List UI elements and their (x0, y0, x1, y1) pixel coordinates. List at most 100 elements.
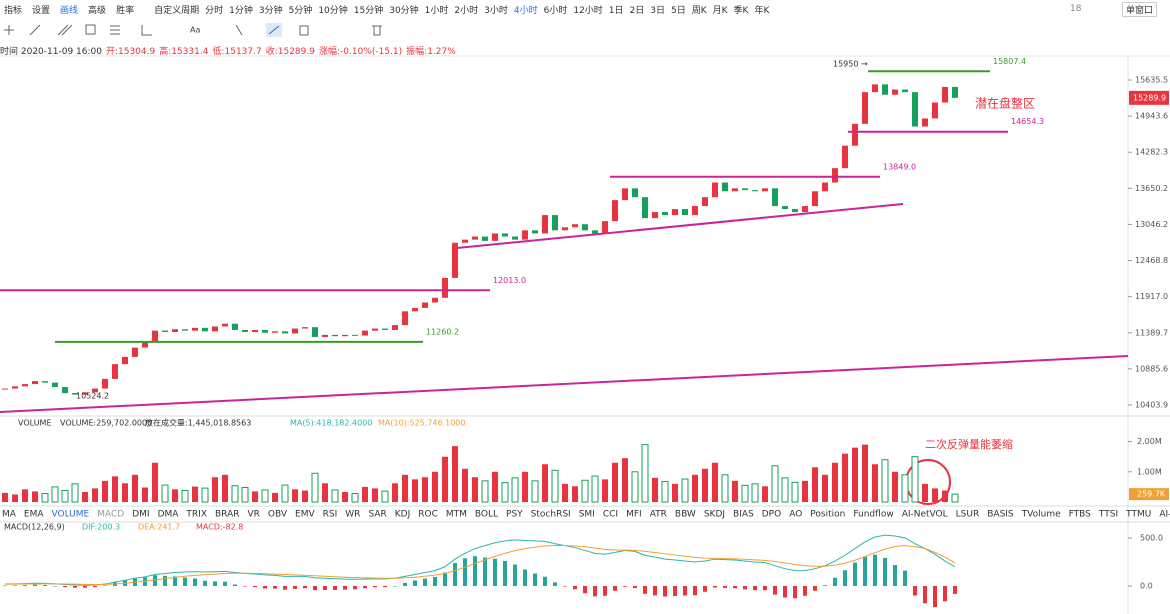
volume-bar (812, 467, 818, 502)
indicator-tab[interactable]: AO (789, 510, 802, 520)
volume-bar (22, 489, 28, 502)
indicator-tab[interactable]: DPO (762, 510, 781, 520)
price-tag: 15289.9 (1133, 93, 1166, 102)
indicator-tab[interactable]: TRIX (185, 510, 207, 520)
indicator-tab[interactable]: KDJ (395, 510, 411, 520)
candle (632, 188, 638, 198)
indicator-tab[interactable]: FTBS (1069, 510, 1092, 520)
window-mode[interactable]: 单窗口 (1122, 1, 1158, 17)
indicator-tab[interactable]: VOLUME (52, 510, 90, 520)
indicator-tab[interactable]: DMA (158, 510, 180, 520)
volume-bar (442, 456, 448, 502)
tool-button[interactable]: 设置 (32, 5, 51, 16)
macd-bar (793, 585, 797, 599)
period-button[interactable]: 5日 (671, 5, 686, 16)
indicator-tab[interactable]: BBW (675, 510, 696, 520)
period-button[interactable]: 1分钟 (229, 5, 253, 16)
indicator-tab[interactable]: BIAS (733, 510, 754, 520)
candle (862, 92, 868, 124)
indicator-tab[interactable]: MTM (446, 510, 467, 520)
macd-bar (73, 585, 77, 588)
indicator-tab[interactable]: LSUR (956, 510, 980, 520)
period-button[interactable]: 5分钟 (288, 5, 313, 16)
y-tick-label: 10885.6 (1135, 364, 1168, 373)
volume-bar (241, 487, 249, 503)
indicator-tab[interactable]: ROC (418, 510, 438, 520)
candle (572, 224, 578, 228)
indicator-tab[interactable]: EMV (295, 510, 315, 520)
indicator-tab[interactable]: RSI (323, 510, 338, 520)
tool-button[interactable]: 画线 (60, 5, 79, 16)
period-button[interactable]: 季K (733, 5, 749, 16)
candle (262, 329, 268, 333)
candle (742, 188, 748, 191)
volume-bar (481, 480, 489, 503)
indicator-tab[interactable]: WR (345, 510, 360, 520)
indicator-tab[interactable]: TTMU (1125, 510, 1151, 520)
period-button[interactable]: 年K (754, 5, 770, 16)
custom-period[interactable]: 自定义周期 (154, 5, 200, 16)
period-button[interactable]: 周K (691, 5, 707, 16)
indicator-tab[interactable]: Position (810, 510, 845, 520)
period-button[interactable]: 2日 (629, 5, 645, 16)
indicator-tab[interactable]: VR (247, 510, 259, 520)
info-field: 低:15137.7 (212, 47, 262, 57)
volume-bar (462, 468, 468, 502)
period-button[interactable]: 3分钟 (258, 5, 283, 16)
indicator-tab[interactable]: EMA (24, 510, 44, 520)
volume-bar (531, 480, 539, 503)
macd-bar (293, 585, 297, 589)
tool-button[interactable]: 高级 (88, 5, 107, 16)
candle (392, 325, 398, 330)
volume-bar (791, 481, 799, 503)
indicator-tab[interactable]: PSY (506, 510, 523, 520)
volume-bar (252, 491, 258, 502)
period-button[interactable]: 30分钟 (389, 5, 419, 16)
tool-button[interactable]: 胜率 (116, 5, 135, 16)
indicator-tab[interactable]: TVolume (1021, 510, 1061, 520)
indicator-tab[interactable]: BRAR (215, 510, 239, 520)
peak-label: 15950 → (833, 60, 868, 69)
indicator-tab[interactable]: AI-BSI (1159, 510, 1170, 520)
indicator-tab[interactable]: DMI (132, 510, 149, 520)
indicator-tab[interactable]: BASIS (987, 510, 1014, 520)
indicator-tab[interactable]: BOLL (475, 510, 498, 520)
indicator-tab[interactable]: MA (2, 510, 17, 520)
period-button[interactable]: 4小时 (513, 5, 538, 16)
period-button[interactable]: 2小时 (454, 5, 479, 16)
period-button[interactable]: 12小时 (573, 5, 603, 16)
y-tick-label: 1.00M (1137, 467, 1162, 476)
indicator-tab[interactable]: SKDJ (704, 510, 725, 520)
indicator-tab[interactable]: MACD (97, 510, 124, 520)
candle (82, 392, 88, 395)
period-button[interactable]: 3日 (650, 5, 665, 16)
indicator-tab[interactable]: SAR (368, 510, 386, 520)
indicator-tab[interactable]: OBV (268, 510, 288, 520)
tool-button[interactable]: 指标 (4, 5, 23, 16)
indicator-tab[interactable]: ATR (650, 510, 667, 520)
macd-bar (93, 585, 97, 588)
indicator-tab[interactable]: AI-NetVOL (902, 510, 948, 520)
indicator-tab[interactable]: TTSI (1098, 510, 1118, 520)
indicator-tab[interactable]: StochRSI (531, 510, 571, 520)
indicator-tab[interactable]: CCI (603, 510, 618, 520)
period-button[interactable]: 1日 (608, 5, 624, 16)
indicator-tab[interactable]: SMI (579, 510, 595, 520)
period-button[interactable]: 月K (712, 5, 728, 16)
period-button[interactable]: 1小时 (424, 5, 449, 16)
period-button[interactable]: 分时 (205, 5, 224, 16)
macd-bar (813, 585, 817, 591)
indicator-tab[interactable]: Fundflow (853, 510, 893, 520)
macd-bar (173, 576, 177, 586)
candle (522, 230, 528, 240)
macd-bar (353, 585, 357, 590)
low-label: 10524.2 (76, 392, 109, 401)
period-button[interactable]: 6小时 (543, 5, 568, 16)
indicator-tab[interactable]: MFI (626, 510, 642, 520)
period-button[interactable]: 15分钟 (353, 5, 384, 16)
macd-header: DIF:200.3 (82, 523, 120, 532)
period-button[interactable]: 3小时 (484, 5, 508, 16)
volume-bar (41, 493, 49, 503)
period-button[interactable]: 10分钟 (318, 5, 348, 16)
candle (602, 221, 608, 234)
